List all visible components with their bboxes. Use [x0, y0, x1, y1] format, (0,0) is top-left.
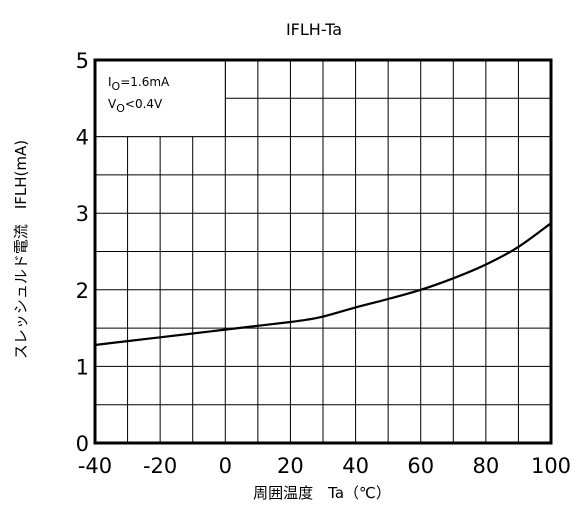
x-tick-label: 0 [219, 454, 232, 478]
chart-title: IFLH-Ta [286, 20, 342, 39]
plot-frame [93, 58, 553, 445]
x-tick-label: 60 [407, 454, 434, 478]
chart-title-suffix: -Ta [321, 20, 342, 39]
condition-text: VO<0.4V [108, 97, 163, 115]
x-tick-label: -20 [143, 454, 177, 478]
series-line [94, 222, 552, 347]
conditions-box: IO=1.6mA VO<0.4V [94, 59, 226, 138]
condition-text: IO=1.6mA [108, 75, 170, 93]
y-axis-label: スレッシュルド電流 IFLH(mA) [12, 140, 30, 359]
series-layer [94, 222, 552, 347]
labels: -40 -20 0 20 40 60 80 100 0 1 2 3 4 5 IFLH-Ta 周囲温度 Ta（℃… [12, 20, 571, 502]
y-tick-label: 1 [76, 355, 89, 379]
grid [95, 60, 551, 443]
y-tick-label: 5 [76, 49, 89, 73]
conditions-box-frame [94, 59, 226, 138]
x-tick-label: 40 [342, 454, 369, 478]
x-tick-label: 100 [531, 454, 571, 478]
y-tick-label: 4 [76, 126, 89, 150]
y-tick-label: 2 [76, 279, 89, 303]
x-axis-label: 周囲温度 Ta（℃） [253, 484, 391, 502]
axes [93, 58, 553, 445]
x-tick-label: 80 [472, 454, 499, 478]
chart-title-main: IFLH [286, 20, 321, 39]
x-tick-label: -40 [78, 454, 112, 478]
x-tick-label: 20 [277, 454, 304, 478]
y-tick-label: 0 [76, 432, 89, 456]
y-tick-label: 3 [76, 202, 89, 226]
